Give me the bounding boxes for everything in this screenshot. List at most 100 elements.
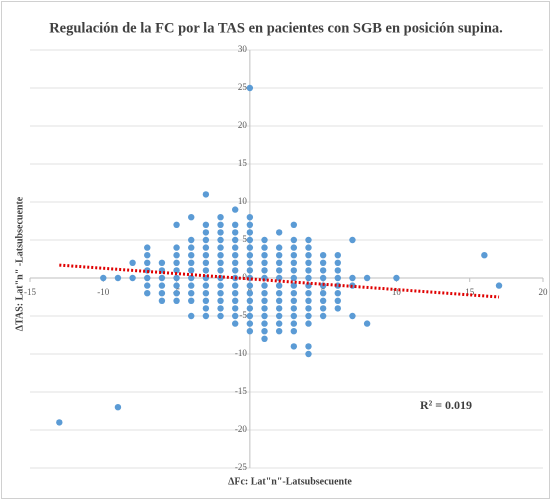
point: [363, 320, 371, 327]
point: [305, 343, 312, 350]
point: [56, 419, 63, 426]
point: [246, 305, 254, 312]
point: [319, 274, 327, 282]
x-tick-label: 20: [539, 287, 549, 297]
point: [290, 297, 298, 304]
point: [261, 320, 268, 327]
point: [232, 290, 239, 297]
point: [144, 290, 151, 297]
trendline: [59, 263, 500, 299]
point: [334, 274, 341, 282]
point: [232, 206, 239, 213]
point: [319, 259, 327, 266]
point: [144, 259, 151, 266]
point: [129, 259, 136, 266]
point: [232, 297, 239, 304]
point: [217, 229, 224, 236]
point: [334, 305, 341, 312]
point: [100, 274, 107, 282]
point: [275, 320, 283, 327]
point: [217, 312, 224, 320]
point: [290, 252, 298, 259]
y-tick-label: 15: [238, 158, 248, 168]
point: [246, 244, 254, 251]
point: [173, 267, 180, 274]
point: [246, 312, 254, 320]
point: [144, 252, 151, 259]
point: [363, 274, 371, 282]
point: [202, 305, 210, 312]
point: [202, 236, 210, 244]
point: [202, 259, 210, 266]
point: [275, 244, 283, 251]
point: [246, 259, 254, 266]
point: [202, 221, 210, 228]
point: [261, 259, 268, 266]
point: [334, 259, 341, 266]
point: [319, 297, 327, 304]
point: [202, 267, 210, 274]
point: [290, 259, 298, 266]
point: [202, 191, 210, 198]
point: [232, 282, 239, 289]
point: [305, 305, 312, 312]
point: [188, 267, 195, 274]
point: [232, 229, 239, 236]
point: [290, 305, 298, 312]
point: [393, 274, 400, 282]
x-tick-label: -15: [24, 287, 36, 297]
point: [261, 252, 268, 259]
point: [275, 290, 283, 297]
point: [275, 312, 283, 320]
point: [275, 305, 283, 312]
y-tick-label: -20: [235, 424, 247, 434]
point: [275, 274, 283, 282]
point: [261, 282, 268, 289]
point: [217, 297, 224, 304]
point: [202, 229, 210, 236]
y-tick-label: -15: [235, 386, 247, 396]
point: [232, 320, 239, 327]
point: [246, 290, 254, 297]
point: [202, 312, 210, 320]
y-tick-label: 20: [238, 120, 248, 130]
point: [217, 221, 224, 228]
point: [217, 259, 224, 266]
point: [232, 312, 239, 320]
y-tick-label: 5: [242, 234, 247, 244]
point: [290, 282, 298, 289]
point: [246, 236, 254, 244]
point: [188, 290, 195, 297]
point: [158, 282, 166, 289]
point: [246, 84, 254, 92]
point: [246, 282, 254, 289]
point: [246, 252, 254, 259]
point: [232, 221, 239, 228]
point: [261, 305, 268, 312]
y-axis-label: ΔTAS: Lat"n" -Latsubsecuente: [14, 196, 25, 331]
point: [290, 274, 298, 282]
point: [495, 282, 503, 289]
point: [217, 244, 224, 251]
point: [129, 274, 136, 282]
point: [275, 328, 283, 335]
y-tick-label: 25: [238, 82, 248, 92]
point: [319, 312, 327, 320]
point: [202, 282, 210, 289]
point: [173, 221, 180, 228]
point: [188, 274, 195, 282]
point: [275, 282, 283, 289]
point: [232, 259, 239, 266]
point: [173, 244, 180, 251]
point: [275, 229, 283, 236]
point: [202, 252, 210, 259]
point: [305, 290, 312, 297]
point: [173, 297, 180, 304]
x-tick-label: -10: [97, 287, 109, 297]
annotation: R² = 0.019: [420, 398, 472, 412]
point: [188, 312, 195, 320]
point: [173, 290, 180, 297]
point: [232, 236, 239, 244]
point: [217, 282, 224, 289]
point: [173, 252, 180, 259]
